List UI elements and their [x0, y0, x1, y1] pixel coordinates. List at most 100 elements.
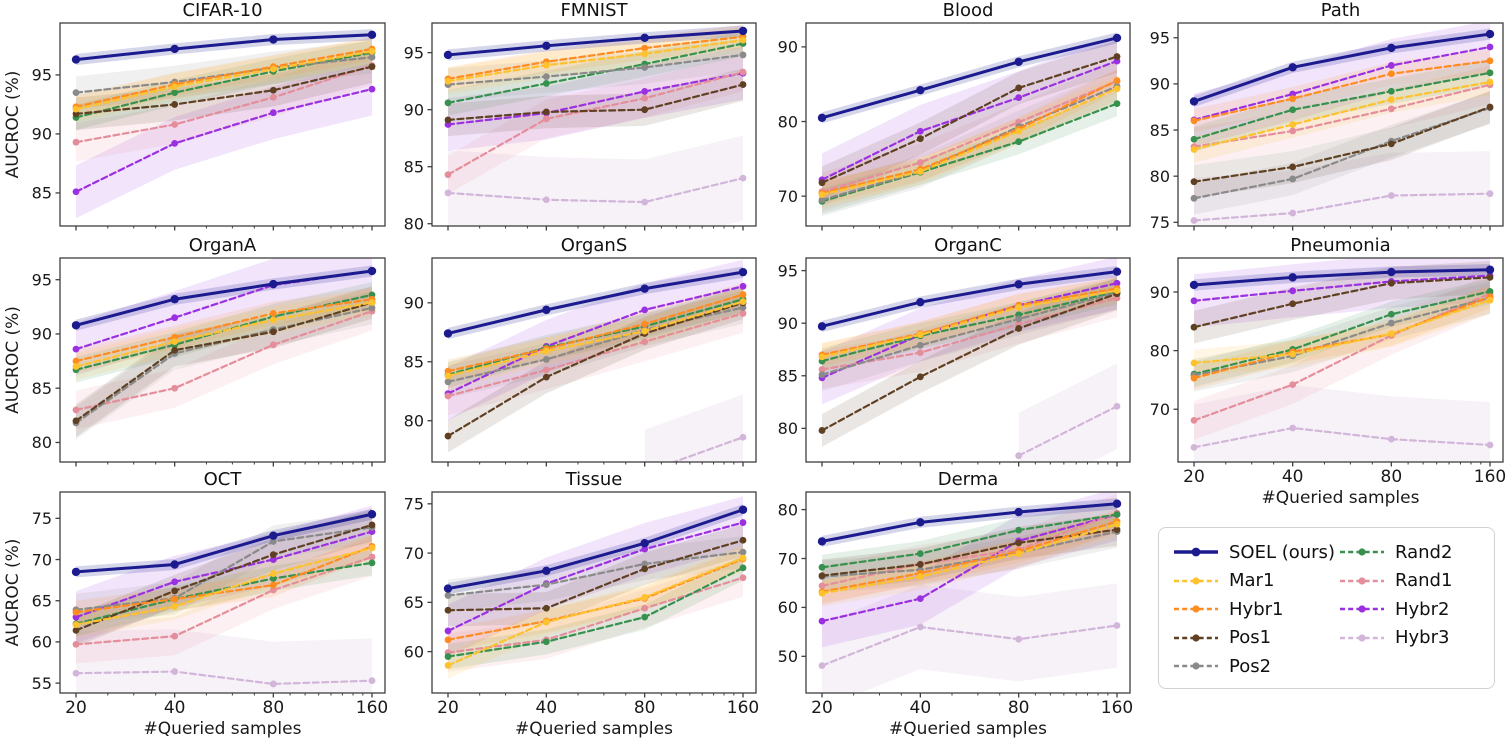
- y-tick-label: 90: [778, 314, 798, 333]
- series-point-mar1: [818, 589, 826, 597]
- series-point-mar1: [542, 618, 550, 626]
- series-point-hybr2: [1015, 94, 1023, 102]
- panel-title: OrganC: [934, 235, 1002, 256]
- series-point-pos2: [542, 581, 550, 589]
- series-band-rand1: [448, 558, 743, 672]
- series-point-pos1: [1113, 53, 1121, 60]
- series-point-hybr2: [916, 127, 924, 135]
- series-point-rand1: [1289, 381, 1297, 389]
- y-tick-label: 70: [778, 187, 798, 206]
- panel-oct: 55 60 65 70 75 20 40 80 160 OCT AUCROC (%) #Queried…: [3, 469, 388, 739]
- series-band-hybr3: [822, 583, 1117, 693]
- series-point-rand2: [1190, 135, 1198, 143]
- series-line-soel: [1192, 268, 1492, 287]
- series-band-hybr2: [76, 505, 372, 644]
- series-point-hybr2: [641, 88, 649, 95]
- x-tick-label: 20: [811, 698, 833, 718]
- axes-frame: [59, 257, 386, 463]
- series-line-hybr3: [1192, 426, 1492, 449]
- series-point-mar1: [444, 77, 452, 85]
- series-point-mar1: [818, 191, 826, 199]
- series-line-hybr3: [1192, 192, 1492, 222]
- series-line-hybr3: [1017, 405, 1119, 457]
- series-point-pos1: [72, 110, 80, 118]
- x-tick-label: 160: [1101, 698, 1133, 718]
- series-line-pos1: [820, 292, 1119, 432]
- panel-fmnist: 80 85 90 95 FMNIST: [404, 0, 757, 233]
- series-point-mar1: [916, 331, 924, 339]
- series-line-hybr2: [446, 521, 745, 633]
- plot-area: [443, 496, 748, 679]
- y-tick-label: 75: [32, 509, 52, 528]
- series-point-pos1: [171, 101, 179, 108]
- y-tick-label: 70: [404, 544, 424, 563]
- series-point-hybr3: [818, 662, 826, 670]
- legend-entry-mar1: Mar1: [1173, 567, 1335, 596]
- legend-entry-rand1: Rand1: [1339, 567, 1482, 596]
- series-point-mar1: [916, 168, 924, 175]
- series-point-soel: [1485, 29, 1495, 39]
- series-point-hybr1: [72, 357, 80, 365]
- series-point-rand2: [171, 89, 179, 97]
- panel-organc: 80 85 90 95 OrganC: [778, 235, 1131, 467]
- series-point-rand1: [72, 138, 80, 146]
- series-line-hybr2: [1192, 45, 1492, 121]
- y-tick-label: 65: [404, 593, 424, 612]
- series-line-pos2: [820, 291, 1119, 376]
- series-point-mar1: [1486, 296, 1494, 304]
- series-point-soel: [542, 305, 551, 315]
- series-point-rand1: [368, 553, 376, 561]
- series-band-pos2: [448, 38, 743, 101]
- series-point-pos1: [739, 536, 747, 544]
- series-point-hybr2: [818, 617, 826, 625]
- series-line-rand1: [820, 80, 1119, 193]
- series-point-pos1: [1015, 325, 1023, 332]
- series-point-pos1: [444, 432, 452, 440]
- series-point-pos1: [368, 521, 376, 529]
- series-point-hybr1: [1190, 374, 1198, 382]
- plot-area: [71, 29, 377, 219]
- series-point-pos1: [818, 427, 826, 434]
- panel-title: OCT: [204, 469, 243, 490]
- series-point-hybr1: [1289, 95, 1297, 103]
- series-point-mar1: [1190, 359, 1198, 367]
- series-point-soel: [542, 566, 551, 576]
- legend-line-sample: [1174, 605, 1218, 613]
- plot-area: [71, 505, 377, 693]
- series-point-soel: [1288, 273, 1297, 282]
- legend-entry-pos2: Pos2: [1173, 652, 1335, 681]
- series-point-mar1: [171, 83, 179, 91]
- series-point-soel: [817, 322, 827, 331]
- series-point-rand1: [444, 171, 452, 179]
- series-point-hybr3: [171, 668, 179, 675]
- series-point-pos1: [916, 135, 924, 143]
- series-point-rand1: [171, 632, 179, 640]
- series-line-pos1: [446, 301, 745, 438]
- series-point-pos2: [739, 548, 747, 556]
- series-line-mar1: [446, 39, 745, 83]
- series-point-pos1: [542, 373, 550, 381]
- series-point-pos1: [269, 86, 277, 94]
- x-axis-label: #Queried samples: [889, 719, 1047, 739]
- series-point-pos1: [1486, 273, 1494, 281]
- y-tick-label: 75: [1150, 213, 1170, 232]
- series-point-mar1: [1190, 146, 1198, 153]
- series-line-pos1: [446, 83, 745, 122]
- series-point-hybr3: [1387, 192, 1395, 199]
- series-band-hybr1: [448, 25, 743, 91]
- series-line-hybr2: [74, 87, 374, 193]
- series-point-hybr1: [1113, 77, 1121, 84]
- y-tick-label: 90: [32, 125, 52, 144]
- series-point-rand1: [739, 68, 747, 76]
- series-point-mar1: [1113, 520, 1121, 528]
- series-point-pos1: [171, 587, 179, 595]
- plot-area: [817, 258, 1122, 462]
- x-axis-label: #Queried samples: [144, 719, 302, 739]
- series-point-rand1: [1387, 105, 1395, 113]
- series-point-hybr1: [444, 367, 452, 375]
- series-line-soel: [820, 502, 1119, 543]
- x-tick-label: 20: [65, 698, 87, 718]
- panel-path: 75 80 85 90 95 Path: [1150, 0, 1504, 232]
- x-axis-label: #Queried samples: [515, 719, 673, 739]
- series-point-hybr3: [739, 174, 747, 182]
